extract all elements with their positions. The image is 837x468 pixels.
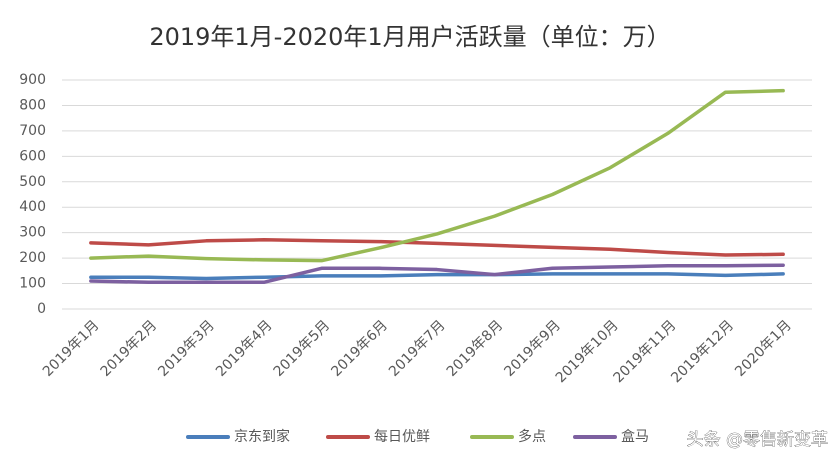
series-line xyxy=(89,238,785,257)
y-tick-label: 300 xyxy=(19,225,46,241)
series-line xyxy=(89,88,785,263)
legend-label: 盒马 xyxy=(621,428,649,445)
y-tick-label: 900 xyxy=(19,72,46,88)
y-tick-label: 800 xyxy=(19,97,46,113)
legend-label: 每日优鲜 xyxy=(374,429,430,445)
series-line xyxy=(89,272,785,281)
y-tick-label: 100 xyxy=(19,276,46,292)
y-tick-label: 0 xyxy=(37,301,46,317)
legend-label: 多点 xyxy=(518,428,546,445)
y-tick-label: 400 xyxy=(19,199,46,215)
y-tick-label: 200 xyxy=(19,250,46,266)
chart-title: 2019年1月-2020年1月用户活跃量（单位：万） xyxy=(149,23,670,51)
legend-label: 京东到家 xyxy=(234,428,290,445)
watermark: 头条 @零售新变革 xyxy=(687,430,828,450)
y-tick-label: 500 xyxy=(19,174,46,190)
series-line xyxy=(89,263,785,285)
y-tick-label: 700 xyxy=(19,123,46,139)
y-tick-label: 600 xyxy=(19,148,46,164)
